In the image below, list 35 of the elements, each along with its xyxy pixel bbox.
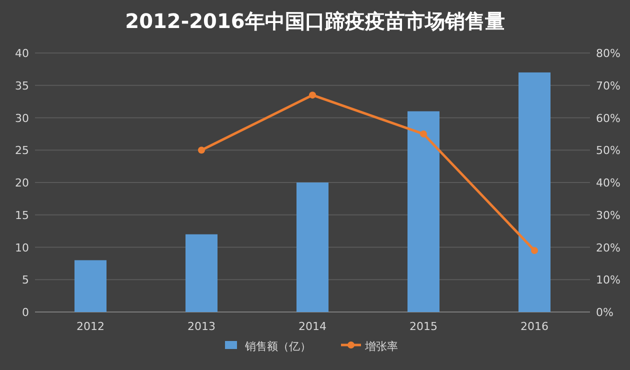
- y2-tick-label: 70%: [596, 79, 620, 92]
- y-tick-label: 15: [15, 208, 29, 222]
- bar: [74, 260, 106, 312]
- x-tick-label: 2016: [520, 320, 548, 333]
- legend-label: 增张率: [364, 340, 398, 353]
- point: [309, 92, 316, 99]
- bar: [186, 234, 218, 312]
- y-tick-label: 20: [15, 176, 29, 190]
- legend-label: 销售额（亿）: [244, 340, 311, 353]
- chart-title: 2012-2016年中国口蹄疫疫苗市场销售量: [125, 9, 505, 33]
- y2-tick-label: 60%: [596, 112, 620, 125]
- y2-tick-label: 10%: [596, 274, 620, 287]
- x-tick-label: 2013: [188, 320, 216, 333]
- x-tick-label: 2014: [298, 320, 326, 333]
- y2-tick-label: 30%: [596, 208, 620, 222]
- point: [420, 130, 427, 138]
- x-tick-label: 2012: [76, 320, 104, 333]
- bar: [518, 72, 550, 312]
- y-tick-label: 5: [22, 274, 29, 287]
- y-tick-label: 25: [15, 144, 29, 158]
- x-tick-label: 2015: [410, 320, 438, 333]
- point: [531, 246, 538, 254]
- y2-tick-label: 40%: [596, 176, 620, 190]
- y2-tick-label: 80%: [596, 47, 620, 60]
- y2-tick-label: 0%: [596, 306, 614, 319]
- y-tick-label: 10: [15, 241, 29, 254]
- y-tick-label: 40: [15, 47, 29, 60]
- y-tick-label: 0: [22, 306, 29, 319]
- bar: [408, 111, 440, 312]
- bar: [296, 182, 328, 312]
- y-tick-label: 30: [15, 112, 29, 125]
- y2-tick-label: 20%: [596, 241, 620, 254]
- point: [198, 146, 205, 154]
- y-tick-label: 35: [15, 79, 29, 92]
- y2-tick-label: 50%: [596, 144, 620, 158]
